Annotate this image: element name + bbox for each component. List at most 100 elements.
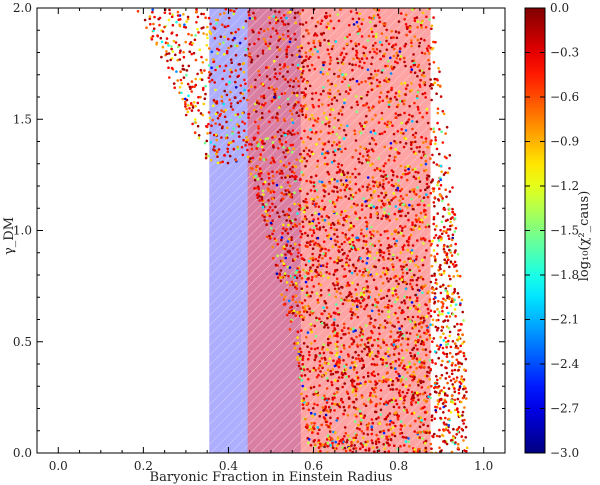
scatter-point xyxy=(383,207,386,211)
scatter-point xyxy=(319,32,323,36)
scatter-point xyxy=(315,130,318,134)
scatter-point xyxy=(329,416,332,420)
scatter-point xyxy=(372,149,375,153)
scatter-point xyxy=(318,263,321,267)
scatter-point xyxy=(405,348,409,352)
scatter-point xyxy=(403,444,406,447)
scatter-point xyxy=(392,265,395,269)
scatter-point xyxy=(340,210,344,214)
scatter-point xyxy=(263,180,267,184)
scatter-point xyxy=(411,315,415,319)
scatter-point xyxy=(442,386,446,390)
scatter-point xyxy=(321,103,324,106)
scatter-point xyxy=(383,23,387,26)
scatter-point xyxy=(410,396,414,400)
scatter-point xyxy=(254,110,258,113)
scatter-point xyxy=(328,113,332,116)
scatter-point xyxy=(307,32,310,35)
scatter-point xyxy=(269,191,273,194)
scatter-point xyxy=(363,124,366,128)
scatter-point xyxy=(430,47,434,51)
scatter-point xyxy=(271,232,274,236)
scatter-point xyxy=(291,295,295,299)
scatter-point xyxy=(298,109,302,112)
scatter-point xyxy=(213,145,216,148)
scatter-point xyxy=(167,66,170,69)
scatter-point xyxy=(191,106,195,109)
scatter-point xyxy=(321,396,324,400)
scatter-point xyxy=(409,365,412,369)
scatter-point xyxy=(253,17,257,20)
scatter-point xyxy=(342,412,345,416)
scatter-point xyxy=(180,91,183,95)
scatter-point xyxy=(220,126,224,130)
scatter-point xyxy=(449,411,453,414)
scatter-point xyxy=(410,403,413,406)
scatter-point xyxy=(435,382,439,385)
scatter-point xyxy=(411,133,415,137)
scatter-point xyxy=(356,315,360,319)
scatter-point xyxy=(354,44,358,48)
scatter-point xyxy=(355,217,359,221)
scatter-point xyxy=(392,36,395,39)
scatter-point xyxy=(302,210,306,214)
scatter-point xyxy=(377,312,381,316)
scatter-point xyxy=(398,50,402,53)
scatter-point xyxy=(341,302,345,306)
scatter-point xyxy=(306,64,310,68)
scatter-point xyxy=(364,243,368,246)
scatter-point xyxy=(453,387,456,390)
scatter-point xyxy=(337,376,341,379)
scatter-point xyxy=(435,287,438,291)
scatter-point xyxy=(250,147,254,151)
scatter-point xyxy=(389,388,393,391)
scatter-point xyxy=(313,412,317,416)
scatter-point xyxy=(448,248,451,252)
scatter-point xyxy=(302,365,306,369)
scatter-point xyxy=(280,143,284,146)
scatter-point xyxy=(229,118,233,122)
scatter-point xyxy=(357,42,361,46)
scatter-point xyxy=(282,151,285,154)
scatter-point xyxy=(462,387,465,391)
scatter-point xyxy=(443,261,447,265)
scatter-point xyxy=(276,276,280,279)
scatter-point xyxy=(211,118,214,122)
scatter-point xyxy=(331,130,335,134)
scatter-point xyxy=(326,48,330,51)
scatter-point xyxy=(385,48,389,51)
scatter-point xyxy=(339,336,343,340)
scatter-point xyxy=(373,298,377,301)
scatter-point xyxy=(227,16,231,20)
scatter-point xyxy=(391,170,395,174)
scatter-point xyxy=(314,91,318,95)
scatter-point xyxy=(425,249,428,252)
scatter-point xyxy=(431,361,434,364)
scatter-point xyxy=(361,359,365,362)
scatter-point xyxy=(331,200,335,204)
scatter-point xyxy=(446,394,449,397)
scatter-point xyxy=(431,178,435,181)
scatter-point xyxy=(251,17,254,20)
scatter-point xyxy=(356,345,360,348)
scatter-point xyxy=(390,304,393,308)
scatter-point xyxy=(379,254,382,257)
scatter-point xyxy=(327,95,331,99)
scatter-point xyxy=(403,368,407,371)
scatter-point xyxy=(461,333,465,337)
scatter-point xyxy=(317,98,321,102)
scatter-point xyxy=(290,174,294,178)
scatter-point xyxy=(453,230,457,233)
scatter-point xyxy=(436,83,440,87)
scatter-point xyxy=(324,406,328,409)
scatter-point xyxy=(331,441,334,445)
scatter-point xyxy=(453,398,457,402)
scatter-point xyxy=(308,68,311,72)
scatter-point xyxy=(362,274,366,278)
scatter-point xyxy=(189,102,193,105)
scatter-point xyxy=(295,287,299,291)
scatter-point xyxy=(444,299,447,302)
scatter-point xyxy=(288,162,291,165)
scatter-point xyxy=(242,96,246,100)
scatter-point xyxy=(424,213,427,216)
